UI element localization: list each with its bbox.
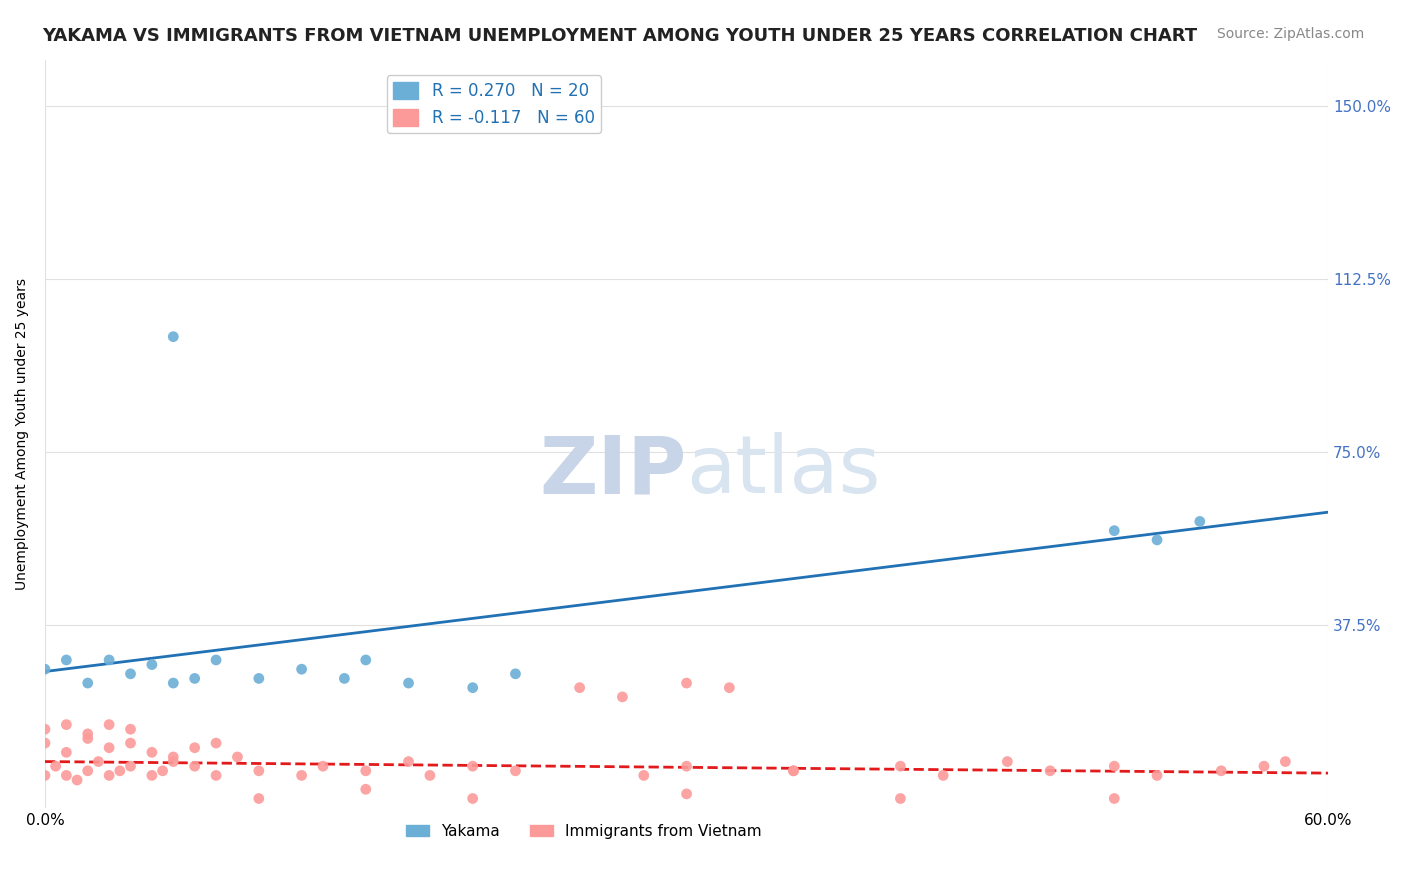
- Point: [66, 772, 89, 787]
- Point: [55, 768, 77, 782]
- Point: [1104, 759, 1126, 773]
- Point: [568, 681, 591, 695]
- Point: [633, 768, 655, 782]
- Point: [247, 672, 270, 686]
- Point: [247, 764, 270, 778]
- Point: [205, 653, 228, 667]
- Point: [34, 736, 56, 750]
- Point: [247, 791, 270, 805]
- Point: [205, 736, 228, 750]
- Point: [183, 759, 205, 773]
- Point: [1211, 764, 1233, 778]
- Point: [675, 787, 697, 801]
- Point: [505, 666, 527, 681]
- Point: [889, 791, 911, 805]
- Point: [183, 672, 205, 686]
- Point: [461, 791, 484, 805]
- Point: [34, 723, 56, 737]
- Text: Source: ZipAtlas.com: Source: ZipAtlas.com: [1216, 27, 1364, 41]
- Point: [120, 723, 142, 737]
- Point: [205, 768, 228, 782]
- Point: [45, 759, 67, 773]
- Y-axis label: Unemployment Among Youth under 25 years: Unemployment Among Youth under 25 years: [15, 277, 30, 590]
- Point: [152, 764, 174, 778]
- Point: [782, 764, 804, 778]
- Point: [162, 755, 184, 769]
- Point: [398, 755, 420, 769]
- Point: [1146, 533, 1168, 547]
- Point: [398, 676, 420, 690]
- Text: YAKAMA VS IMMIGRANTS FROM VIETNAM UNEMPLOYMENT AMONG YOUTH UNDER 25 YEARS CORREL: YAKAMA VS IMMIGRANTS FROM VIETNAM UNEMPL…: [42, 27, 1198, 45]
- Point: [120, 759, 142, 773]
- Point: [55, 745, 77, 759]
- Point: [76, 676, 98, 690]
- Point: [162, 750, 184, 764]
- Point: [675, 676, 697, 690]
- Point: [932, 768, 955, 782]
- Point: [675, 759, 697, 773]
- Point: [889, 759, 911, 773]
- Point: [1104, 791, 1126, 805]
- Text: atlas: atlas: [686, 432, 882, 510]
- Point: [354, 782, 377, 797]
- Point: [782, 764, 804, 778]
- Point: [98, 717, 121, 731]
- Point: [354, 764, 377, 778]
- Point: [312, 759, 335, 773]
- Point: [55, 717, 77, 731]
- Point: [34, 662, 56, 676]
- Point: [291, 768, 314, 782]
- Point: [76, 727, 98, 741]
- Point: [1274, 755, 1296, 769]
- Text: ZIP: ZIP: [540, 432, 686, 510]
- Point: [162, 329, 184, 343]
- Point: [718, 681, 741, 695]
- Point: [98, 653, 121, 667]
- Point: [1253, 759, 1275, 773]
- Point: [1104, 524, 1126, 538]
- Point: [612, 690, 634, 704]
- Point: [87, 755, 110, 769]
- Point: [120, 666, 142, 681]
- Point: [354, 653, 377, 667]
- Point: [1188, 515, 1211, 529]
- Point: [55, 653, 77, 667]
- Point: [333, 672, 356, 686]
- Point: [291, 662, 314, 676]
- Point: [226, 750, 249, 764]
- Point: [461, 681, 484, 695]
- Point: [120, 736, 142, 750]
- Point: [183, 740, 205, 755]
- Point: [505, 764, 527, 778]
- Point: [461, 759, 484, 773]
- Point: [98, 768, 121, 782]
- Point: [141, 768, 163, 782]
- Legend: Yakama, Immigrants from Vietnam: Yakama, Immigrants from Vietnam: [399, 818, 768, 845]
- Point: [1039, 764, 1062, 778]
- Point: [162, 676, 184, 690]
- Point: [419, 768, 441, 782]
- Point: [995, 755, 1018, 769]
- Point: [34, 768, 56, 782]
- Point: [1146, 768, 1168, 782]
- Point: [141, 657, 163, 672]
- Point: [76, 764, 98, 778]
- Point: [98, 740, 121, 755]
- Point: [76, 731, 98, 746]
- Point: [141, 745, 163, 759]
- Point: [108, 764, 131, 778]
